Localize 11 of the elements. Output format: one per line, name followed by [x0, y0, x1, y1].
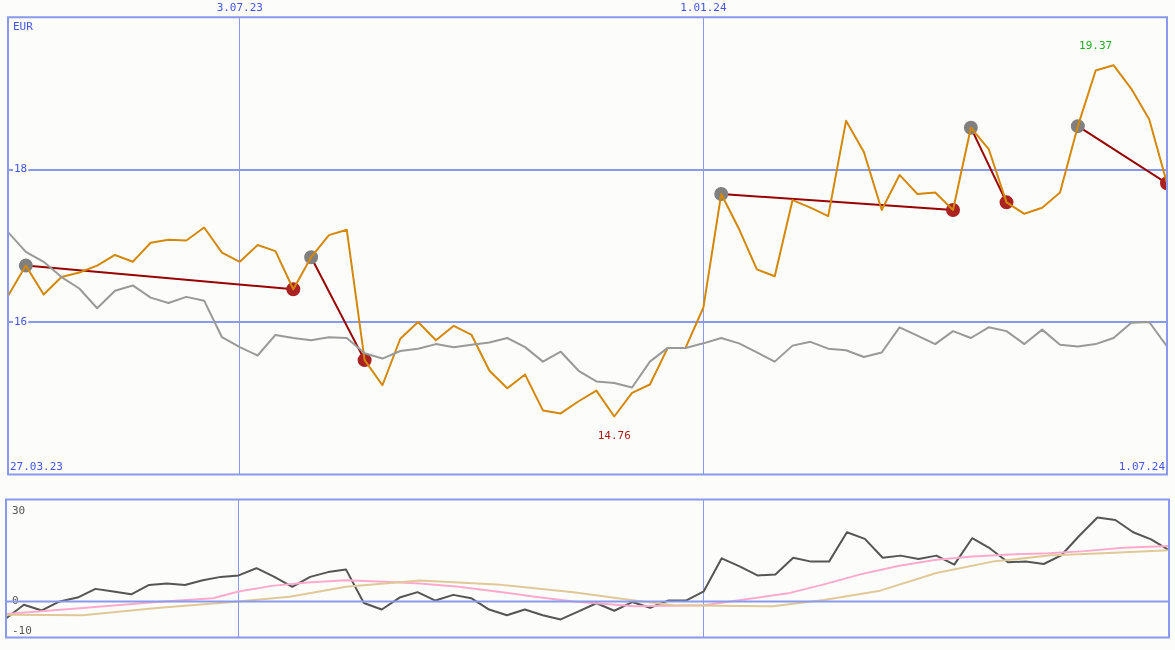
y-tick-label: -10: [12, 624, 32, 638]
y-tick-label: 30: [12, 504, 26, 518]
annotation: 27.03.23: [10, 459, 63, 473]
x-tick-label: 1.01.24: [680, 1, 727, 15]
y-tick-label: 16: [14, 314, 28, 328]
y-tick-label: 18: [14, 162, 28, 176]
annotation: 1.07.24: [1118, 459, 1166, 473]
y-axis-title: EUR: [13, 19, 34, 33]
annotation: 14.76: [597, 428, 631, 442]
annotation: 19.37: [1079, 38, 1113, 52]
x-tick-label: 3.07.23: [216, 1, 263, 15]
